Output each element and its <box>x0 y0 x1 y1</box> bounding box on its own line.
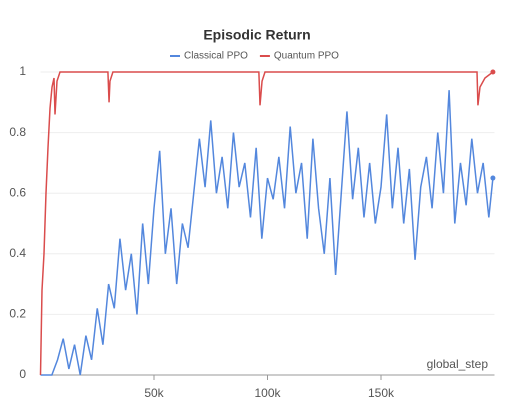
y-tick-label: 1 <box>19 64 26 78</box>
x-tick-label: 150k <box>368 386 395 400</box>
series-line <box>39 71 494 376</box>
y-tick-label: 0.2 <box>9 307 26 321</box>
series-line <box>40 90 494 376</box>
y-tick-label: 0.4 <box>9 246 26 260</box>
end-marker <box>490 175 496 181</box>
x-axis-label: global_step <box>427 357 489 371</box>
x-tick-label: 50k <box>144 386 164 400</box>
chart-title: Episodic Return <box>203 27 310 43</box>
legend-label: Quantum PPO <box>274 51 339 62</box>
y-tick-label: 0.6 <box>9 185 26 199</box>
legend-label: Classical PPO <box>184 51 248 62</box>
y-tick-label: 0.8 <box>9 125 26 139</box>
x-tick-label: 100k <box>254 386 281 400</box>
y-tick-label: 0 <box>19 367 26 381</box>
end-marker <box>490 69 496 75</box>
